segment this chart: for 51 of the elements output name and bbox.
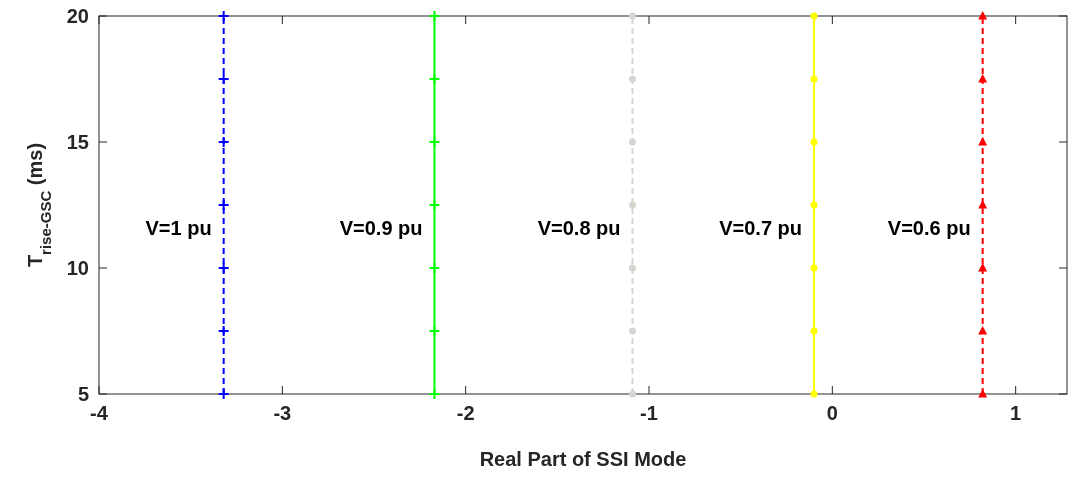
point <box>217 136 230 148</box>
series-label: V=0.8 pu <box>537 217 621 239</box>
point <box>629 12 636 20</box>
point <box>978 74 988 83</box>
point <box>810 327 818 335</box>
series-label: V=0.6 pu <box>887 217 971 239</box>
y-tick-label: 5 <box>77 383 89 405</box>
point <box>810 201 818 209</box>
point <box>978 137 988 146</box>
x-tick-label: 0 <box>826 402 838 424</box>
point <box>810 75 818 83</box>
point <box>217 10 230 22</box>
point <box>629 327 636 335</box>
point <box>428 10 441 22</box>
point <box>217 262 230 274</box>
point <box>810 390 818 398</box>
series-label: V=0.7 pu <box>719 217 802 239</box>
point <box>217 325 230 337</box>
point <box>428 73 441 85</box>
point <box>217 199 230 211</box>
point <box>978 200 988 209</box>
point <box>629 264 636 272</box>
point <box>217 388 230 400</box>
point <box>629 138 636 146</box>
x-axis-title: Real Part of SSI Mode <box>479 448 687 470</box>
x-tick-label: -4 <box>90 402 109 424</box>
series-label: V=1 pu <box>145 217 212 239</box>
point <box>428 388 441 400</box>
point <box>428 136 441 148</box>
point <box>629 201 636 209</box>
y-tick-label: 20 <box>66 5 89 27</box>
point <box>978 326 988 335</box>
x-tick-label: -2 <box>456 402 475 424</box>
point <box>428 262 441 274</box>
x-tick-label: -1 <box>640 402 658 424</box>
point <box>217 73 230 85</box>
point <box>810 264 818 272</box>
point <box>428 199 441 211</box>
point <box>978 389 988 398</box>
point <box>629 390 636 398</box>
point <box>629 75 636 83</box>
point <box>978 263 988 272</box>
series-label: V=0.9 pu <box>339 217 423 239</box>
point <box>810 138 818 146</box>
y-tick-label: 10 <box>66 257 89 279</box>
x-tick-label: 1 <box>1010 402 1022 424</box>
y-tick-label: 15 <box>66 131 89 153</box>
point <box>978 11 988 20</box>
x-tick-label: -3 <box>273 402 292 424</box>
point <box>428 325 441 337</box>
point <box>810 12 818 20</box>
